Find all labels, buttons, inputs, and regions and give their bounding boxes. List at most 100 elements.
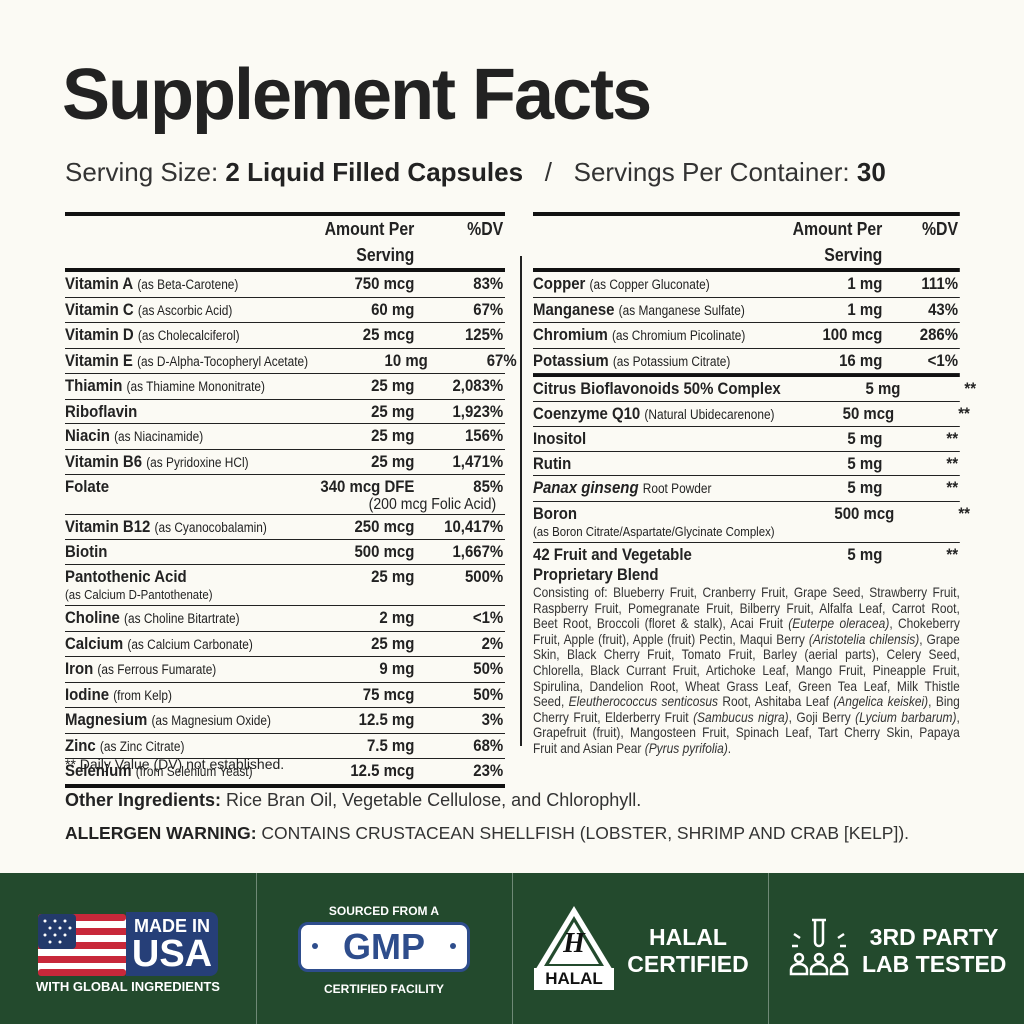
nutrient-name-cell: Citrus Bioflavonoids 50% Complex	[533, 377, 781, 401]
nutrient-note: (from Kelp)	[113, 687, 172, 703]
nutrient-name-cell: Inositol	[533, 427, 763, 451]
nutrient-name: Vitamin B6	[65, 451, 143, 471]
nutrient-note: (as Magnesium Oxide)	[151, 713, 271, 728]
nutrient-name-cell: Chromium (as Chromium Picolinate)	[533, 323, 763, 348]
nutrient-name: Inositol	[533, 429, 587, 448]
gmp-box	[298, 922, 470, 972]
nutrient-name: Vitamin D	[65, 325, 134, 344]
nutrient-name: Choline	[65, 608, 120, 627]
nutrient-name: Vitamin E	[65, 350, 133, 370]
nutrient-name-cell: Zinc (as Zinc Citrate)	[65, 734, 295, 759]
amount: 25 mg	[371, 566, 415, 586]
daily-value: 1,471%	[452, 451, 504, 471]
nutrient-note: (as Chromium Picolinate)	[611, 328, 746, 343]
facts-table: Amount Per Serving %DV Vitamin A (as Beta-…	[65, 212, 517, 788]
badge-line: CERTIFIED	[627, 951, 749, 977]
nutrient-name: Rutin	[533, 453, 572, 473]
amount: 25 mg	[371, 426, 415, 445]
nutrient-name: Chromium	[533, 325, 608, 344]
blend-description: Consisting of: Blueberry Fruit, Cranberr…	[533, 585, 960, 757]
nutrient-note: (as Ascorbic Acid)	[137, 302, 233, 318]
amount: 25 mg	[371, 451, 415, 471]
badge-line: 3RD PARTY	[869, 924, 999, 950]
nutrient-note: (as Niacinamide)	[114, 429, 204, 444]
daily-value: **	[946, 545, 959, 564]
nutrient-name: Riboflavin	[65, 401, 138, 421]
amount: 16 mg	[839, 350, 883, 370]
nutrient-note: (as Choline Bitartrate)	[124, 611, 240, 626]
daily-value: 286%	[919, 325, 959, 344]
nutrient-row: Folate 340 mcg DFE 85% (200 mcg Folic Acid)	[65, 475, 505, 515]
nutrient-name-cell: Boron (as Boron Citrate/Aspartate/Glycin…	[533, 502, 775, 543]
daily-value: 50%	[473, 684, 504, 704]
badge-main: GMP	[342, 926, 425, 967]
nutrient-row: Rutin 5 mg **	[533, 452, 960, 476]
nutrient-note: (as Beta-Carotene)	[137, 277, 239, 292]
nutrient-row: Biotin 500 mcg 1,667%	[65, 540, 505, 565]
serving-line: Serving Size: 2 Liquid Filled Capsules /…	[65, 154, 886, 190]
nutrient-row: Magnesium (as Magnesium Oxide) 12.5 mg 3%	[65, 708, 505, 734]
nutrient-note: (as Boron Citrate/Aspartate/Glycinate Co…	[533, 524, 775, 539]
amount: 12.5 mcg	[350, 761, 415, 780]
daily-value: 67%	[473, 299, 504, 319]
nutrient-name-cell: Folate	[65, 475, 295, 499]
nutrient-name-cell: Vitamin A (as Beta-Carotene)	[65, 272, 295, 297]
nutrient-name-cell: Vitamin B12 (as Cyanocobalamin)	[65, 515, 295, 540]
daily-value: 125%	[464, 325, 504, 344]
nutrient-note: (as Cyanocobalamin)	[154, 519, 267, 535]
badge-divider	[768, 873, 769, 1024]
nutrient-note: (Natural Ubidecarenone)	[644, 406, 775, 422]
amount: 25 mg	[371, 633, 415, 653]
header-spacer	[533, 216, 763, 268]
footnote: ** Daily Value (DV) not established.	[65, 756, 285, 772]
nutrient-name-cell: Thiamin (as Thiamine Mononitrate)	[65, 374, 295, 399]
nutrient-row: Vitamin B6 (as Pyridoxine HCl) 25 mg 1,471…	[65, 450, 505, 475]
dot	[450, 943, 456, 949]
nutrient-name-cell: Vitamin C (as Ascorbic Acid)	[65, 298, 295, 323]
description-part: (Angelica keiskei)	[833, 694, 929, 710]
description-part: (Euterpe oleracea)	[788, 616, 890, 632]
amount: 340 mcg DFE	[320, 477, 415, 496]
daily-value: **	[958, 403, 970, 423]
badge-bottom: CERTIFIED FACILITY	[324, 982, 444, 996]
daily-value: 68%	[473, 735, 504, 755]
description-part: (Sambucus nigra)	[693, 709, 789, 725]
amount: 50 mcg	[842, 403, 895, 423]
badge-line: LAB TESTED	[862, 951, 1007, 977]
nutrient-name-cell: Choline (as Choline Bitartrate)	[65, 606, 295, 631]
nutrient-row: Copper (as Copper Gluconate) 1 mg 111%	[533, 272, 960, 298]
amount: 500 mcg	[834, 503, 895, 523]
badge-divider	[512, 873, 513, 1024]
nutrient-name-cell: Vitamin E (as D-Alpha-Tocopheryl Acetate…	[65, 349, 308, 374]
nutrient-row: Potassium (as Potassium Citrate) 16 mg <1%	[533, 349, 960, 374]
daily-value: 43%	[928, 299, 959, 319]
nutrient-note: (as Ferrous Fumarate)	[97, 662, 217, 677]
amount-detail: (200 mcg Folic Acid)	[368, 495, 497, 513]
servings-per-container-label: Servings Per Container:	[573, 157, 850, 187]
nutrient-row: Coenzyme Q10 (Natural Ubidecarenone) 50 m…	[533, 402, 970, 427]
amount: 5 mg	[865, 379, 901, 398]
allergen-warning: ALLERGEN WARNING: CONTAINS CRUSTACEAN SH…	[65, 823, 909, 844]
header-spacer	[65, 216, 295, 268]
nutrient-note: (from Selenium Yeast)	[135, 764, 253, 779]
nutrient-name: Calcium	[65, 633, 124, 653]
nutrient-name: Manganese	[533, 299, 615, 319]
nutrient-name: Iron	[65, 659, 94, 678]
nutrient-name: Magnesium	[65, 710, 148, 729]
amount: 750 mcg	[354, 274, 415, 293]
amount: 25 mcg	[362, 325, 415, 344]
header-dv: %DV	[467, 219, 504, 239]
nutrient-name-cell: Manganese (as Manganese Sulfate)	[533, 298, 763, 323]
nutrient-note: (as Copper Gluconate)	[589, 277, 710, 292]
nutrient-name: Panax ginseng	[533, 478, 639, 497]
nutrient-name-cell: Coenzyme Q10 (Natural Ubidecarenone)	[533, 402, 775, 427]
nutrient-note: (as Calcium Carbonate)	[127, 636, 253, 652]
nutrient-note: Root Powder	[642, 481, 712, 496]
daily-value: **	[958, 503, 970, 523]
amount: 5 mg	[847, 545, 883, 564]
nutrient-row: Zinc (as Zinc Citrate) 7.5 mg 68%	[65, 734, 505, 759]
nutrient-note: (as D-Alpha-Tocopheryl Acetate)	[137, 353, 309, 369]
allergen-text: CONTAINS CRUSTACEAN SHELLFISH (LOBSTER, …	[261, 823, 910, 843]
header-amount: Amount Per Serving	[792, 219, 883, 265]
description-part: Root, Ashitaba Leaf	[718, 694, 834, 710]
